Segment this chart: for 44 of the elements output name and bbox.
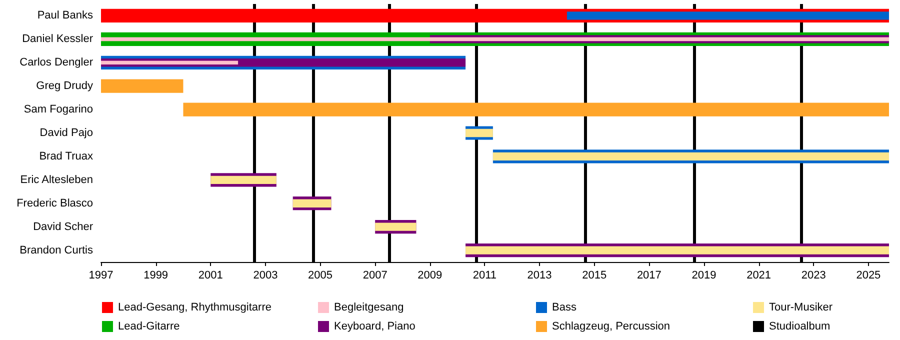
x-tick-label: 1997 (88, 270, 114, 282)
y-tick-label: Paul Banks (37, 10, 94, 22)
bar (101, 60, 238, 65)
x-tick-label: 2013 (527, 270, 552, 282)
legend-label: Lead-Gesang, Rhythmusgitarre (118, 302, 272, 314)
legend-label: Bass (552, 302, 577, 314)
y-tick-label: Brad Truax (39, 150, 94, 162)
legend-label: Keyboard, Piano (334, 320, 416, 332)
bar (183, 102, 889, 116)
bar (375, 222, 416, 231)
bar (466, 128, 493, 138)
x-tick-label: 2021 (746, 270, 772, 282)
legend-label: Schlagzeug, Percussion (552, 320, 670, 332)
x-tick-label: 2009 (418, 270, 442, 282)
bar (492, 152, 889, 161)
legend-label: Studioalbum (769, 320, 830, 332)
y-tick-label: Sam Fogarino (24, 104, 93, 116)
y-tick-label: Carlos Dengler (20, 56, 94, 69)
x-tick-label: 2001 (198, 270, 223, 282)
y-tick-label: Eric Altesleben (20, 174, 93, 186)
x-tick-label: 2025 (856, 270, 881, 282)
x-tick-label: 2015 (582, 270, 607, 282)
legend-label: Tour-Musiker (769, 302, 833, 314)
x-tick-label: 2005 (308, 270, 333, 282)
bar (466, 246, 889, 254)
y-tick-label: David Pajo (40, 127, 93, 139)
x-tick-label: 2017 (636, 270, 662, 282)
y-tick-label: Greg Drudy (36, 80, 94, 92)
x-tick-label: 1999 (144, 270, 168, 282)
y-tick-label: David Scher (33, 220, 94, 233)
bar (292, 199, 332, 208)
x-tick-label: 2007 (362, 270, 388, 282)
bar (210, 176, 276, 184)
bar (101, 79, 184, 93)
legend-label: Begleitgesang (334, 302, 404, 314)
x-tick-label: 2023 (801, 270, 826, 282)
x-tick-label: 2011 (472, 270, 497, 282)
x-tick-label: 2003 (253, 270, 278, 282)
y-tick-label: Frederic Blasco (16, 197, 93, 210)
x-tick-label: 2019 (692, 270, 716, 282)
y-tick-label: Daniel Kessler (22, 33, 94, 46)
y-tick-label: Brandon Curtis (20, 244, 94, 256)
legend-label: Lead-Gitarre (118, 320, 180, 332)
bar (101, 37, 889, 42)
